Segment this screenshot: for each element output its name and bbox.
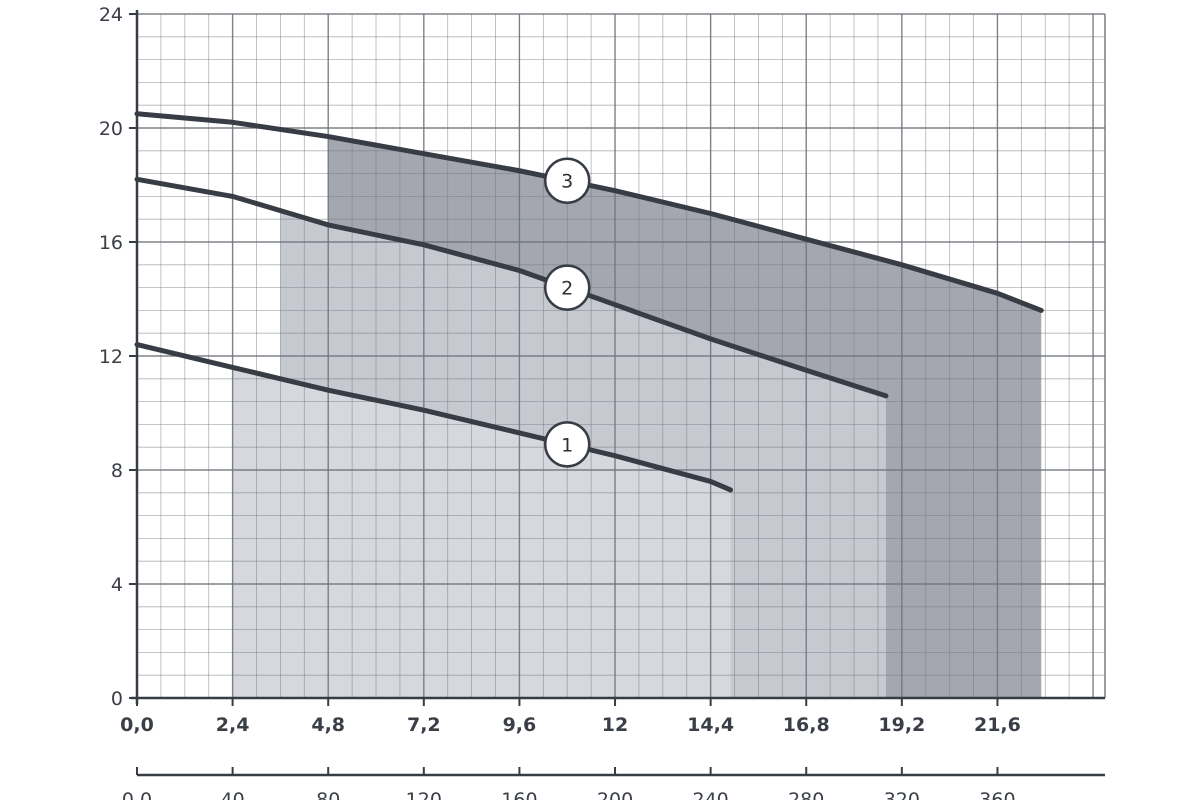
y-tick-label: 4 bbox=[111, 574, 123, 596]
x2-tick-label: 0,0 bbox=[122, 789, 152, 800]
badge-circle bbox=[543, 264, 591, 311]
badge-label: 2 bbox=[561, 278, 573, 300]
badge-1: 1 bbox=[543, 421, 591, 468]
badge-2: 2 bbox=[543, 264, 591, 311]
x-tick-label: 12 bbox=[602, 714, 628, 736]
y-tick-label: 8 bbox=[111, 460, 123, 482]
x-tick-label: 9,6 bbox=[503, 714, 537, 736]
x2-tick-label: 280 bbox=[788, 789, 824, 800]
axes bbox=[129, 10, 1105, 777]
x2-tick-label: 200 bbox=[597, 789, 633, 800]
curve-3 bbox=[134, 111, 1044, 313]
y-tick-labels: 0 4 8 12 16 20 24 bbox=[99, 4, 123, 710]
x2-tick-label: 360 bbox=[979, 789, 1015, 800]
x-tick-label: 7,2 bbox=[407, 714, 441, 736]
x-tick-label: 4,8 bbox=[311, 714, 345, 736]
y-tick-label: 12 bbox=[99, 346, 123, 368]
x-tick-labels: 0,0 2,4 4,8 7,2 9,6 12 14,4 16,8 19,2 21,6 bbox=[120, 714, 1021, 736]
y-tick-label: 16 bbox=[99, 232, 123, 254]
grid bbox=[137, 13, 1106, 698]
curve-badges: 1 2 3 bbox=[543, 157, 591, 468]
curve-1 bbox=[134, 342, 734, 493]
x-tick-label: 16,8 bbox=[783, 714, 830, 736]
badge-circle bbox=[543, 421, 591, 468]
y-tick-label: 20 bbox=[99, 118, 123, 140]
y-tick-label: 0 bbox=[111, 688, 123, 710]
x2-tick-label: 40 bbox=[221, 789, 245, 800]
x-tick-label: 19,2 bbox=[878, 714, 925, 736]
badge-circle bbox=[543, 157, 591, 204]
x2-tick-label: 120 bbox=[406, 789, 442, 800]
x2-tick-labels: 0,0 40 80 120 160 200 240 280 320 360 bbox=[122, 789, 1016, 800]
region-1 bbox=[232, 367, 731, 698]
x2-tick-label: 80 bbox=[316, 789, 340, 800]
badge-label: 3 bbox=[561, 171, 573, 193]
x2-tick-label: 320 bbox=[884, 789, 920, 800]
badge-label: 1 bbox=[561, 434, 573, 456]
y-tick-label: 24 bbox=[99, 4, 123, 26]
operating-regions bbox=[232, 136, 1042, 699]
x-tick-label: 0,0 bbox=[120, 714, 154, 736]
x-tick-label: 14,4 bbox=[687, 714, 734, 736]
curves bbox=[134, 111, 1044, 493]
x-tick-label: 2,4 bbox=[216, 714, 250, 736]
x2-tick-label: 240 bbox=[692, 789, 728, 800]
badge-3: 3 bbox=[543, 157, 591, 204]
x2-tick-label: 160 bbox=[501, 789, 537, 800]
x-tick-label: 21,6 bbox=[974, 714, 1021, 736]
curve-2 bbox=[134, 176, 889, 399]
